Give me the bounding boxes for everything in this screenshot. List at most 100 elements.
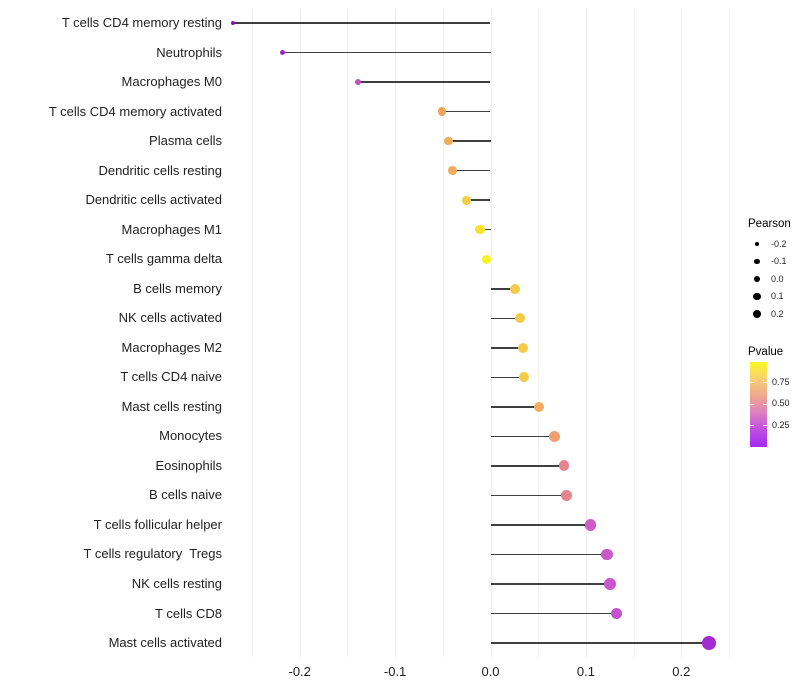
lollipop-stem (441, 110, 491, 113)
y-axis-label: Monocytes (159, 428, 222, 444)
lollipop-dot (475, 225, 485, 235)
y-axis-label: Mast cells resting (121, 398, 222, 414)
colorbar-tick-mark (763, 382, 767, 383)
lollipop-dot (585, 519, 597, 531)
lollipop-stem (232, 22, 491, 24)
lollipop-stem (490, 583, 610, 585)
colorbar-tick-mark (750, 382, 754, 383)
lollipop-dot (558, 460, 570, 472)
colorbar-tick-label: 0.50 (772, 398, 790, 408)
lollipop-dot (437, 107, 446, 116)
lollipop-dot (601, 548, 613, 561)
lollipop-dot (534, 401, 545, 412)
gridline (633, 8, 635, 658)
lollipop-dot (354, 78, 362, 86)
lollipop-stem (448, 140, 491, 142)
lollipop-stem (490, 317, 521, 319)
gridline (729, 8, 730, 658)
y-axis-label: T cells follicular helper (93, 516, 222, 532)
lollipop-dot (517, 342, 528, 353)
lollipop-dot (279, 49, 286, 56)
lollipop-stem (490, 347, 523, 349)
y-axis-label: T cells CD4 memory resting (61, 15, 222, 30)
y-axis-label: T cells regulatory Tregs (83, 546, 222, 562)
lollipop-dot (702, 636, 716, 650)
lollipop-stem (490, 288, 516, 290)
legend-size-dot (752, 309, 762, 319)
y-axis-label: NK cells activated (118, 310, 222, 326)
lollipop-stem (490, 553, 607, 556)
colorbar-tick-label: 0.25 (772, 419, 790, 430)
x-axis-tick-label: -0.1 (383, 664, 407, 679)
y-axis-label: T cells CD4 memory activated (48, 103, 222, 119)
gridline (299, 8, 301, 658)
y-axis-label: NK cells resting (131, 576, 222, 591)
x-axis-tick-label: -0.2 (288, 664, 311, 679)
lollipop-dot (482, 254, 492, 264)
legend-size-label: 0.0 (771, 273, 784, 284)
lollipop-dot (561, 489, 573, 501)
colorbar-tick-mark (750, 403, 754, 405)
lollipop-dot (518, 372, 529, 383)
lollipop-stem (490, 465, 564, 467)
lollipop-stem (490, 524, 591, 526)
legend-pearson-title: Pearson (748, 218, 791, 230)
lollipop-dot (603, 578, 616, 590)
lollipop-stem (466, 199, 491, 201)
lollipop-stem (490, 494, 567, 497)
y-axis-label: Macrophages M2 (121, 339, 222, 355)
legend-size-dot (753, 275, 761, 283)
lollipop-dot (510, 283, 521, 294)
x-axis-tick-label: 0.1 (576, 664, 595, 679)
y-axis-label: Macrophages M1 (121, 221, 222, 237)
y-axis-label: Dendritic cells activated (85, 192, 222, 208)
lollipop-dot (444, 136, 453, 146)
y-axis-label: Plasma cells (149, 133, 222, 149)
legend-size-dot (754, 241, 760, 247)
gridline (585, 8, 587, 658)
y-axis-label: Neutrophils (156, 44, 222, 60)
x-axis-tick-label: 0.2 (672, 664, 691, 679)
lollipop-stem (490, 406, 540, 408)
gridline (395, 8, 397, 658)
lollipop-stem (490, 612, 617, 615)
colorbar-tick-mark (763, 403, 767, 405)
gridline (252, 8, 253, 658)
colorbar-tick-mark (750, 425, 754, 426)
legend-size-label: -0.2 (771, 238, 787, 249)
y-axis-label: T cells CD8 (155, 605, 222, 621)
lollipop-dot (462, 195, 472, 205)
gridline (490, 8, 492, 658)
lollipop-dot (610, 607, 623, 620)
lollipop-dot (549, 431, 560, 442)
lollipop-dot (448, 166, 457, 175)
lollipop-dot (230, 20, 236, 26)
lollipop-stem (357, 81, 491, 83)
y-axis-label: Macrophages M0 (121, 74, 222, 89)
y-axis-label: B cells naive (149, 487, 222, 503)
y-axis-label: Eosinophils (155, 457, 223, 473)
gridline (538, 8, 540, 658)
lollipop-stem (490, 376, 524, 378)
y-axis-label: T cells gamma delta (105, 251, 222, 267)
lollipop-stem (490, 435, 555, 438)
y-axis-label: B cells memory (133, 280, 222, 296)
gridline (681, 8, 683, 658)
legend-pvalue-title: Pvalue (748, 346, 784, 358)
pvalue-colorbar (750, 362, 767, 447)
legend-size-dot (754, 258, 760, 265)
lollipop-stem (480, 228, 491, 231)
legend-size-label: 0.2 (771, 308, 784, 319)
gridline (442, 8, 444, 658)
legend-size-dot (753, 292, 761, 301)
y-axis-label: Mast cells activated (108, 635, 222, 650)
lollipop-stem (282, 51, 491, 54)
y-axis-label: T cells CD4 naive (120, 369, 222, 385)
colorbar-tick-label: 0.75 (772, 376, 790, 387)
colorbar-tick-mark (763, 425, 767, 426)
legend-size-label: 0.1 (771, 291, 784, 301)
lollipop-stem (490, 642, 709, 644)
x-axis-tick-label: 0.0 (481, 664, 500, 679)
legend-size-label: -0.1 (771, 256, 787, 266)
